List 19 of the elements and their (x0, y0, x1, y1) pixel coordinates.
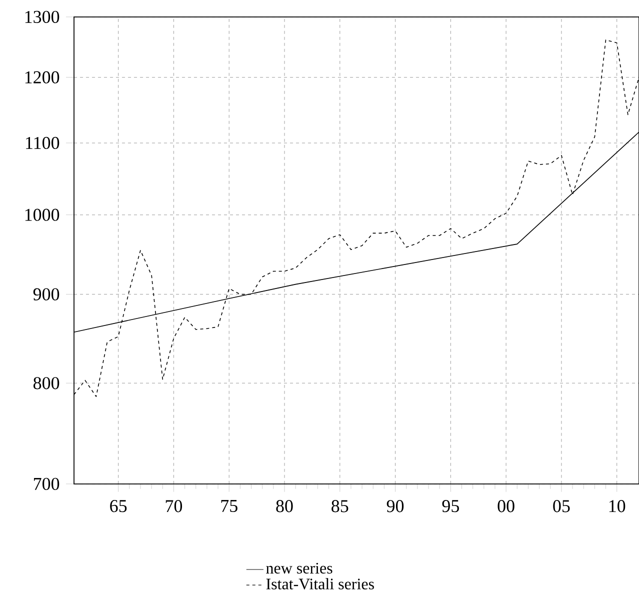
legend-label: Istat-Vitali series (266, 578, 374, 590)
x-tick-label: 10 (609, 500, 626, 512)
y-tick-label: 1100 (26, 136, 60, 150)
x-tick-label: 70 (166, 500, 182, 512)
x-tick-label: 95 (442, 500, 459, 512)
x-tick-label: 90 (386, 500, 404, 512)
x-tick-label: 65 (110, 500, 127, 512)
y-tick-label: 700 (34, 478, 60, 490)
y-tick-label: 800 (34, 377, 60, 390)
y-tick-label: 1300 (25, 10, 60, 23)
x-tick-label: 75 (221, 500, 238, 512)
legend-label: new series (266, 562, 332, 574)
y-tick-label: 1000 (25, 208, 60, 221)
y-tick-label: 900 (33, 288, 60, 300)
x-tick-label: 80 (276, 500, 293, 512)
y-tick-label: 1200 (25, 71, 60, 84)
x-tick-label: 85 (332, 500, 348, 512)
x-tick-label: 05 (553, 500, 570, 512)
x-tick-label: 00 (498, 500, 514, 512)
